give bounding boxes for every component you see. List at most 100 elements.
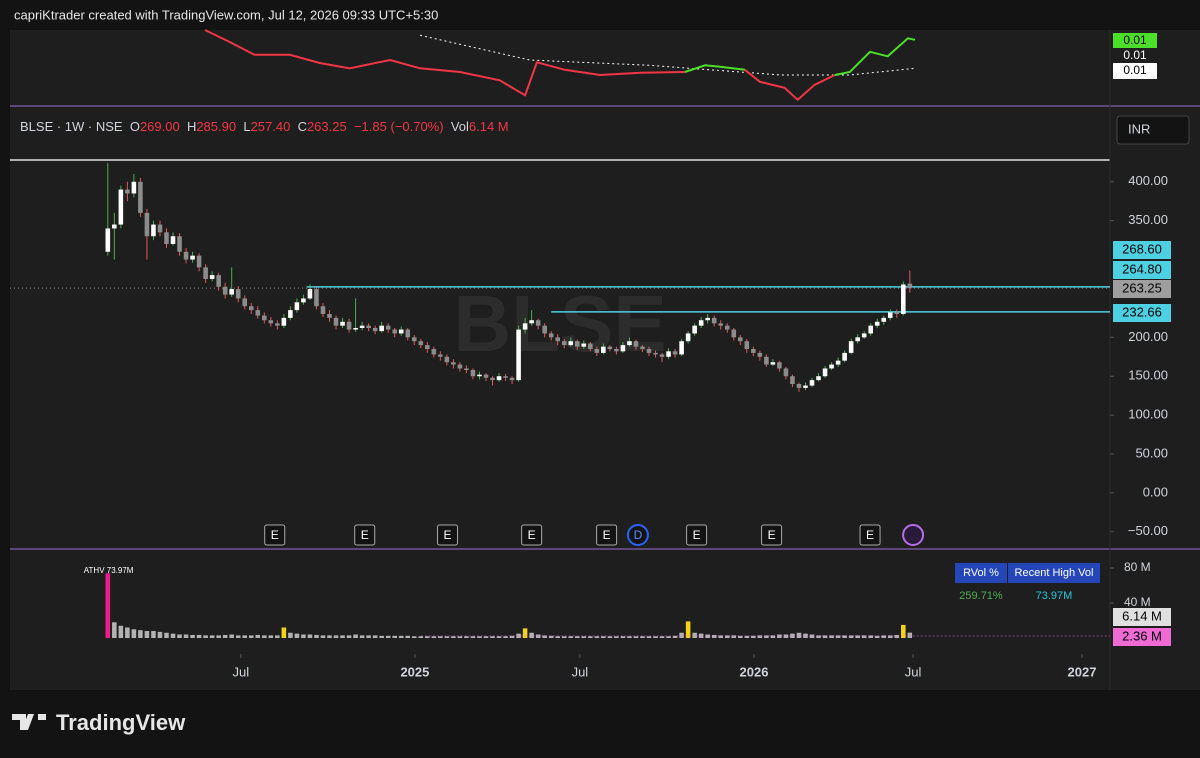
x-tick-label: Jul xyxy=(905,664,922,679)
y-tick-label: 40 M xyxy=(1124,595,1151,609)
event-marker xyxy=(626,524,649,546)
volume-bar xyxy=(255,634,261,639)
symbol: BLSE · 1W · NSE xyxy=(20,119,123,134)
candle-body xyxy=(464,368,469,370)
volume-bar xyxy=(509,635,515,639)
attribution: capriKtrader created with TradingView.co… xyxy=(14,7,438,22)
volume-bar xyxy=(346,635,352,639)
legend-key: O xyxy=(129,119,140,134)
volume-bar xyxy=(190,634,195,639)
volume-bar xyxy=(646,636,652,639)
candle-body xyxy=(385,325,391,330)
candle-body xyxy=(568,341,574,346)
volume-bar xyxy=(907,632,913,639)
volume-bar xyxy=(242,635,248,639)
logo xyxy=(12,714,46,730)
volume-bar xyxy=(118,625,124,639)
volume-bar xyxy=(209,635,215,639)
legend-value: 6.14 M xyxy=(468,119,509,134)
y-tick-label: 200.00 xyxy=(1128,329,1168,344)
candle-body xyxy=(183,251,189,260)
volume-bar xyxy=(157,631,163,639)
table-header: RVol % xyxy=(963,567,999,579)
volume-label-box xyxy=(1113,628,1171,646)
volume-bar xyxy=(666,636,671,639)
currency-button[interactable] xyxy=(1116,115,1190,145)
candle-body xyxy=(320,306,326,314)
candle-body xyxy=(744,341,750,349)
volume-bar xyxy=(275,635,280,639)
candle-body xyxy=(718,323,724,326)
candle-body xyxy=(874,321,880,326)
candle-body xyxy=(177,236,182,252)
volume-bar xyxy=(418,636,424,639)
volume-bar xyxy=(731,635,737,639)
candle-body xyxy=(783,368,789,377)
candle-body xyxy=(887,312,893,318)
volume-bar xyxy=(281,627,287,639)
candle-body xyxy=(451,362,456,365)
volume-bar xyxy=(144,631,150,639)
candle-body xyxy=(601,346,606,353)
candle-body xyxy=(757,352,763,357)
volume-bar xyxy=(470,636,476,639)
volume-bar xyxy=(764,635,769,639)
volume-bar xyxy=(294,633,300,639)
candle-body xyxy=(561,341,567,346)
volume-bar xyxy=(398,635,404,639)
volume-bar xyxy=(594,636,600,639)
candle-body xyxy=(614,349,619,352)
candle-body xyxy=(496,376,502,381)
candle-body xyxy=(574,341,580,347)
candle-body xyxy=(822,368,828,377)
volume-bar xyxy=(327,635,332,639)
volume-bar xyxy=(692,632,697,639)
candle-body xyxy=(216,275,221,287)
volume-bar xyxy=(405,635,411,639)
candle-body xyxy=(438,354,443,357)
volume-bar xyxy=(809,634,815,639)
candle-body xyxy=(281,317,287,326)
event-marker xyxy=(859,524,881,546)
candle-body xyxy=(229,289,234,295)
candle-body xyxy=(607,346,613,349)
candle-body xyxy=(164,232,169,244)
candle-body xyxy=(151,224,156,237)
volume-bar xyxy=(848,635,854,639)
candle-body xyxy=(353,328,358,330)
price-label: 263.25 xyxy=(1122,280,1162,295)
volume-bar xyxy=(248,635,254,639)
candle-body xyxy=(431,349,437,355)
x-tick-label: 2027 xyxy=(1068,664,1097,679)
currency: INR xyxy=(1128,121,1150,136)
candle-body xyxy=(835,360,841,365)
legend-key: L xyxy=(243,119,251,134)
volume-bar xyxy=(288,632,293,639)
indicator-line xyxy=(684,37,916,76)
volume-bar xyxy=(490,636,495,639)
table-header: Recent High Vol xyxy=(1015,567,1094,579)
candle-body xyxy=(627,341,632,346)
volume-bar xyxy=(901,624,906,639)
candle-body xyxy=(209,275,215,279)
event-label: E xyxy=(768,528,776,542)
candle-body xyxy=(535,320,541,326)
candle-body xyxy=(248,306,254,311)
y-tick-label: −50.00 xyxy=(1128,523,1168,538)
candle-body xyxy=(144,212,150,237)
volume-bar xyxy=(372,635,378,639)
candle-body xyxy=(196,255,202,268)
volume-bar xyxy=(451,636,456,639)
candle-body xyxy=(738,337,743,342)
indicator-label-box xyxy=(1113,63,1157,79)
candle-body xyxy=(555,337,560,342)
event-label: E xyxy=(444,528,452,542)
candle-body xyxy=(516,329,521,381)
legend-change: −1.85 (−0.70%) xyxy=(353,119,444,134)
candle-body xyxy=(372,328,378,332)
volume-bar xyxy=(548,635,554,639)
y-tick-label: 400.00 xyxy=(1128,173,1168,188)
volume-bar xyxy=(679,632,684,639)
candle-body xyxy=(640,346,645,349)
